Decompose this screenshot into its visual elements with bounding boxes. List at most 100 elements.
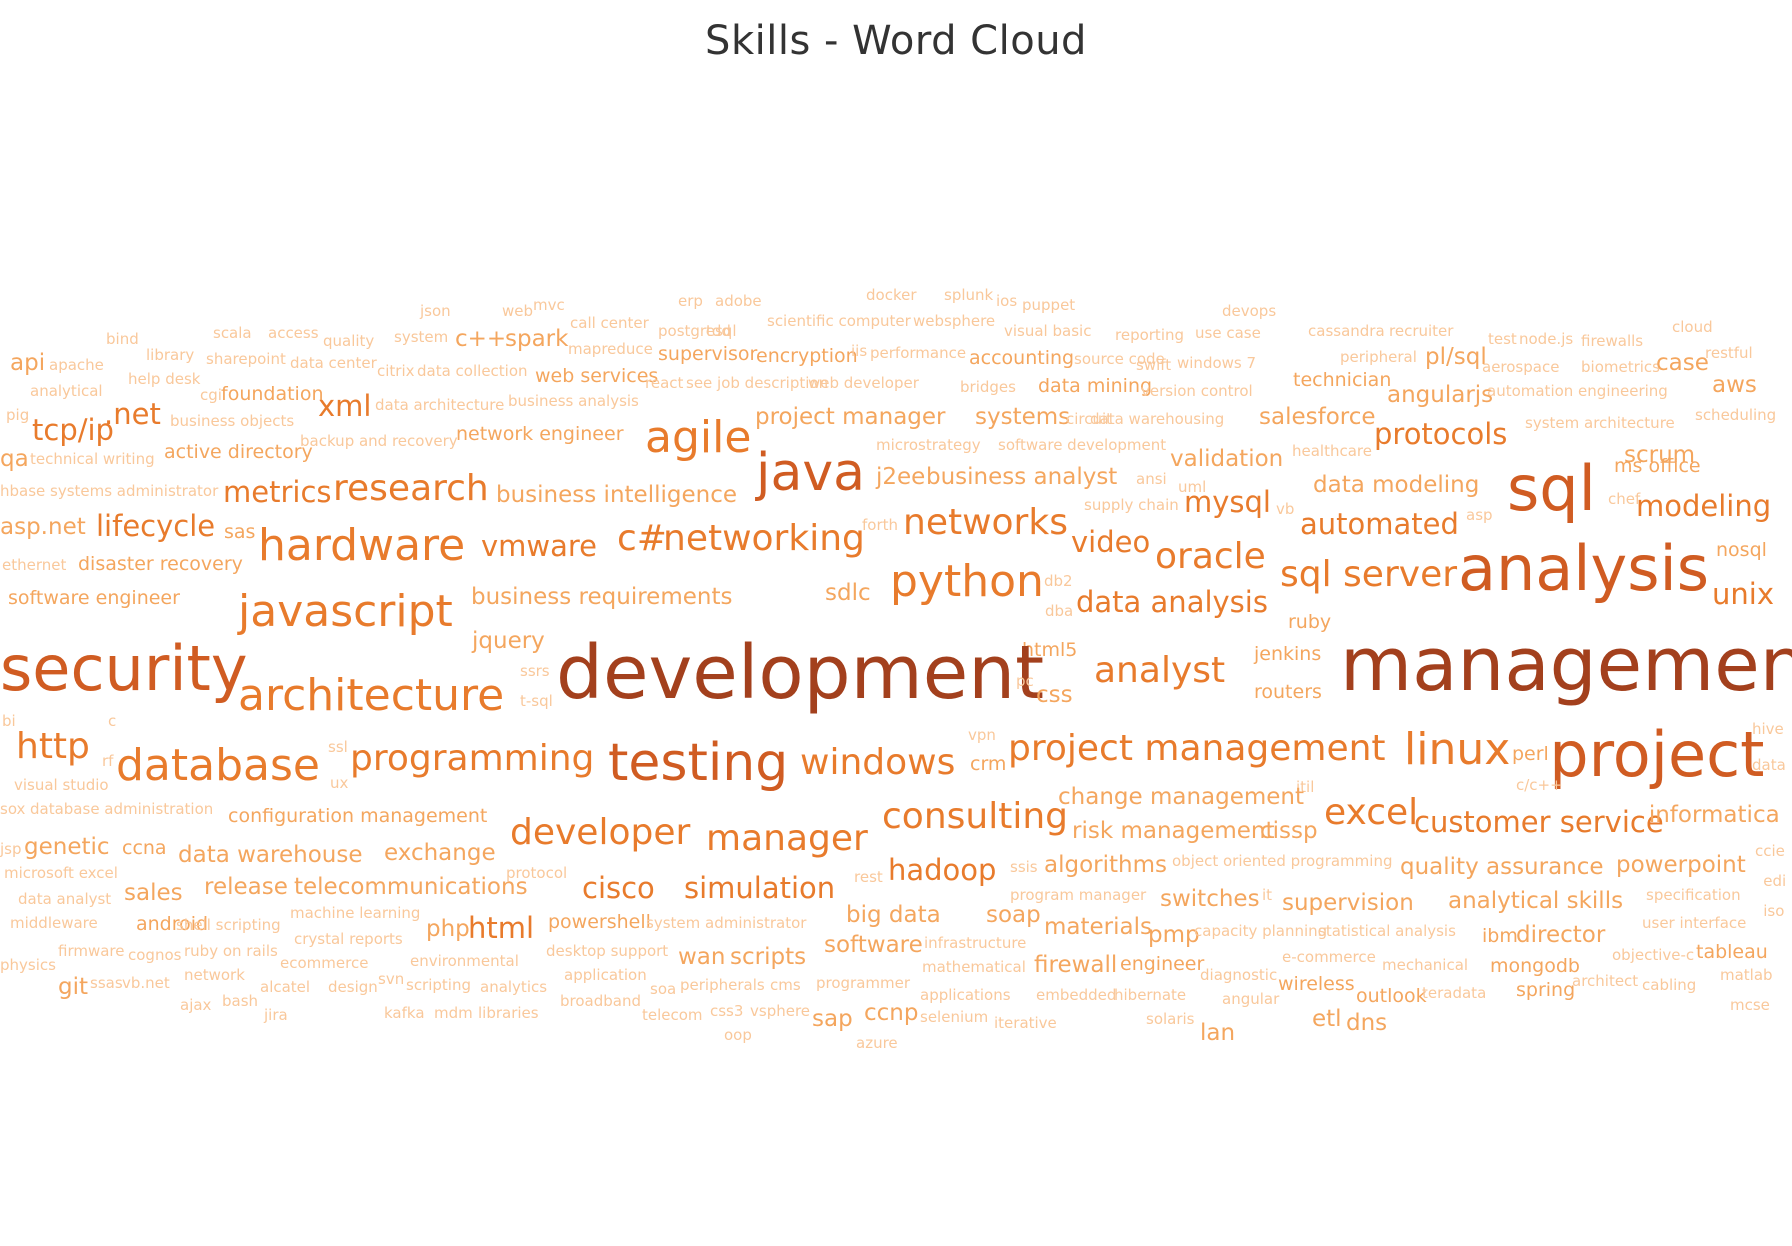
word-programmer: programmer bbox=[816, 974, 911, 992]
word-ssis: ssis bbox=[1010, 858, 1038, 876]
word-biometrics: biometrics bbox=[1581, 358, 1660, 376]
word-analytics: analytics bbox=[480, 978, 547, 996]
word-websphere: websphere bbox=[913, 312, 995, 330]
word-quality: quality bbox=[323, 332, 374, 350]
word-sas: sas bbox=[224, 521, 255, 543]
word-it: it bbox=[1262, 886, 1272, 904]
word-javascript: javascript bbox=[237, 586, 453, 637]
word-vsphere: vsphere bbox=[750, 1002, 810, 1020]
word-case: case bbox=[1656, 350, 1709, 376]
word-recruiter: recruiter bbox=[1389, 322, 1454, 340]
word-ruby-on-rails: ruby on rails bbox=[184, 942, 278, 960]
word-scala: scala bbox=[213, 324, 252, 342]
word-technical-writing: technical writing bbox=[30, 450, 155, 468]
word-bi: bi bbox=[2, 712, 16, 730]
word-windows-7: windows 7 bbox=[1177, 354, 1256, 372]
word-configuration-management: configuration management bbox=[228, 805, 487, 827]
word-director: director bbox=[1516, 922, 1606, 948]
word-t-sql: t-sql bbox=[520, 692, 553, 710]
word-simulation: simulation bbox=[684, 871, 835, 905]
word-change-management: change management bbox=[1058, 784, 1304, 810]
word-powershell: powershell bbox=[548, 911, 651, 933]
word-systems-administrator: systems administrator bbox=[50, 482, 219, 500]
word-citrix: citrix bbox=[377, 362, 415, 380]
word-scripting: scripting bbox=[406, 976, 471, 994]
word-pig: pig bbox=[6, 406, 29, 424]
word-protocols: protocols bbox=[1374, 417, 1507, 451]
word-data-warehousing: data warehousing bbox=[1090, 410, 1224, 428]
word-microstrategy: microstrategy bbox=[876, 436, 981, 454]
word-accounting: accounting bbox=[969, 347, 1074, 369]
word-architect: architect bbox=[1572, 972, 1638, 990]
word-devops: devops bbox=[1222, 302, 1276, 320]
word-application: application bbox=[564, 966, 647, 984]
word-business-intelligence: business intelligence bbox=[496, 482, 737, 508]
word-reporting: reporting bbox=[1115, 326, 1184, 344]
word-automated: automated bbox=[1300, 507, 1459, 541]
word-circuit: circuit bbox=[1066, 410, 1112, 428]
word-restful: restful bbox=[1705, 344, 1753, 362]
word-chef: chef bbox=[1608, 490, 1641, 508]
word-microsoft-excel: microsoft excel bbox=[4, 864, 118, 882]
word-jsp: jsp bbox=[0, 840, 22, 858]
word-capacity-planning: capacity planning bbox=[1194, 922, 1327, 940]
word-net: .net bbox=[104, 397, 161, 431]
word-routers: routers bbox=[1254, 681, 1322, 703]
word-spark: spark bbox=[505, 326, 569, 352]
word-svn: svn bbox=[378, 970, 404, 988]
word-ccna: ccna bbox=[122, 837, 167, 859]
word-aerospace: aerospace bbox=[1482, 358, 1559, 376]
word-mcse: mcse bbox=[1730, 996, 1770, 1014]
word-node-js: node.js bbox=[1519, 330, 1573, 348]
word-salesforce: salesforce bbox=[1259, 404, 1376, 430]
word-project-management: project management bbox=[1008, 728, 1386, 769]
word-scheduling: scheduling bbox=[1695, 406, 1776, 424]
word-iterative: iterative bbox=[994, 1014, 1057, 1032]
word-modeling: modeling bbox=[1636, 489, 1771, 523]
word-iso: iso bbox=[1763, 902, 1784, 920]
word-scientific-computer: scientific computer bbox=[767, 312, 912, 330]
word-solaris: solaris bbox=[1146, 1010, 1195, 1028]
word-scripts: scripts bbox=[730, 944, 806, 970]
word-perl: perl bbox=[1512, 743, 1549, 765]
word-tdd: tdd bbox=[706, 322, 731, 340]
word-dba: dba bbox=[1045, 602, 1073, 620]
word-engineer: engineer bbox=[1120, 953, 1204, 975]
word-access: access bbox=[268, 324, 319, 342]
word-peripherals: peripherals bbox=[680, 976, 765, 994]
word-applications: applications bbox=[920, 986, 1011, 1004]
word-business-requirements: business requirements bbox=[471, 584, 732, 610]
word-security: security bbox=[0, 632, 248, 705]
word-cisco: cisco bbox=[582, 871, 655, 905]
word-lan: lan bbox=[1200, 1020, 1235, 1046]
word-active-directory: active directory bbox=[164, 441, 313, 463]
word-soap: soap bbox=[986, 902, 1041, 928]
word-spring: spring bbox=[1516, 979, 1575, 1001]
word-xml: xml bbox=[318, 389, 371, 423]
word-crm: crm bbox=[970, 753, 1006, 775]
word-mapreduce: mapreduce bbox=[568, 340, 653, 358]
word-powerpoint: powerpoint bbox=[1616, 852, 1746, 878]
word-hbase: hbase bbox=[0, 482, 45, 500]
word-research: research bbox=[333, 468, 489, 509]
word-pc: pc bbox=[1016, 672, 1034, 690]
word-swift: swift bbox=[1136, 356, 1171, 374]
word-cloud: cloud bbox=[1672, 318, 1713, 336]
word-ux: ux bbox=[330, 774, 349, 792]
word-angular: angular bbox=[1222, 990, 1280, 1008]
word-test: test bbox=[1488, 330, 1517, 348]
word-nosql: nosql bbox=[1716, 539, 1767, 561]
word-specification: specification bbox=[1646, 886, 1741, 904]
word-react: react bbox=[645, 374, 684, 392]
word-matlab: matlab bbox=[1720, 966, 1773, 984]
word-materials: materials bbox=[1044, 914, 1152, 940]
word-sql: sql bbox=[1507, 452, 1596, 525]
word-physics: physics bbox=[0, 956, 56, 974]
word-data-architecture: data architecture bbox=[375, 396, 504, 414]
word-data-mining: data mining bbox=[1038, 375, 1152, 397]
word-etl: etl bbox=[1312, 1006, 1342, 1032]
word-software: software bbox=[824, 932, 923, 958]
word-data-collection: data collection bbox=[417, 362, 528, 380]
word-disaster-recovery: disaster recovery bbox=[78, 553, 243, 575]
word-web: web bbox=[502, 302, 533, 320]
